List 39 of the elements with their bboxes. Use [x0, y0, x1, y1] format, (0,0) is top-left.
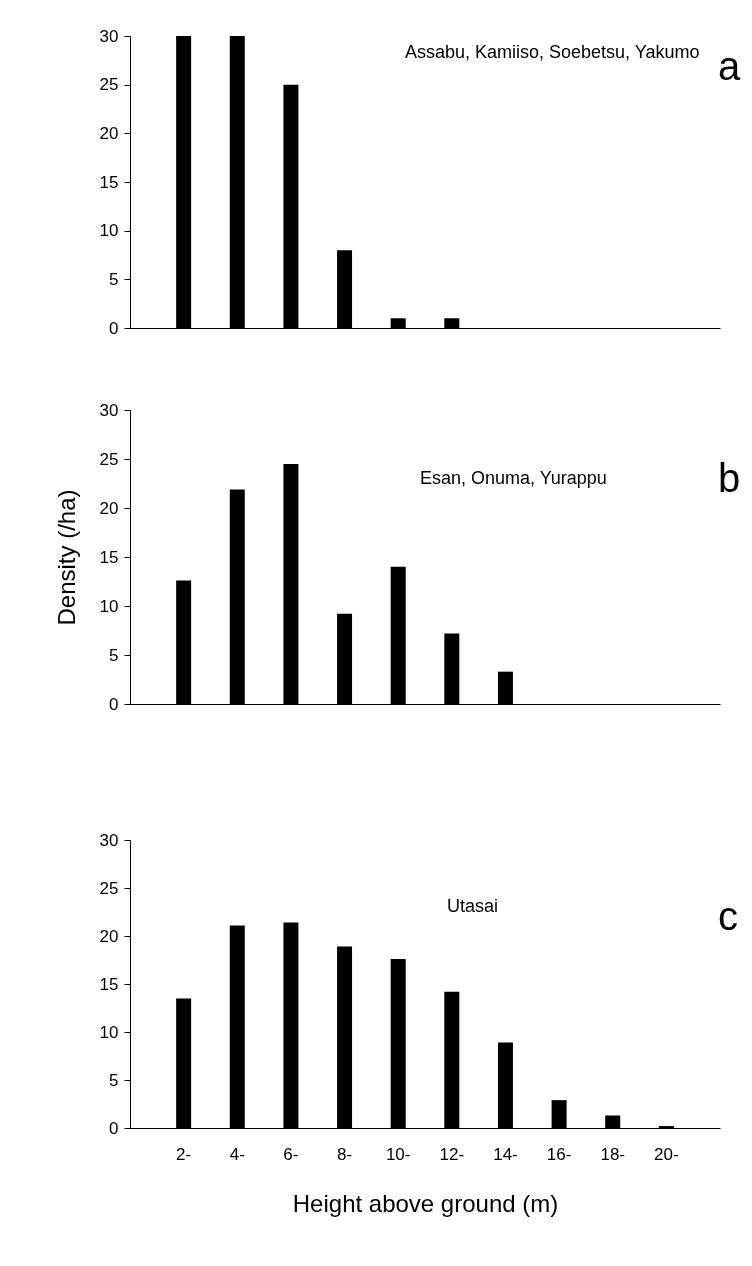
y-tick-label: 30 — [99, 830, 119, 850]
y-tick-label: 25 — [99, 449, 119, 469]
y-tick-label: 15 — [99, 547, 119, 567]
y-tick-label: 0 — [109, 318, 119, 338]
x-tick-label: 14- — [493, 1144, 518, 1164]
y-tick-label: 5 — [109, 1070, 119, 1090]
y-tick-label: 5 — [109, 269, 119, 289]
annotation: Assabu, Kamiiso, Soebetsu, Yakumo — [405, 42, 700, 62]
x-tick-label: 8- — [336, 1144, 353, 1164]
y-tick-label: 10 — [99, 221, 119, 241]
y-axis-title: Density (/ha) — [52, 489, 80, 626]
x-tick-label: 4- — [229, 1144, 245, 1164]
y-tick-label: 20 — [99, 498, 119, 518]
y-tick-label: 30 — [99, 26, 119, 46]
annotation: a — [718, 44, 741, 88]
annotation: b — [718, 456, 741, 500]
y-tick-label: 5 — [109, 645, 119, 665]
y-tick-label: 15 — [99, 974, 119, 994]
x-tick-label: 18- — [600, 1144, 626, 1164]
x-tick-label: 6- — [283, 1144, 299, 1164]
y-tick-label: 25 — [99, 878, 119, 898]
y-tick-label: 30 — [99, 400, 119, 420]
y-tick-label: 25 — [99, 75, 119, 95]
y-tick-label: 10 — [99, 1022, 119, 1042]
x-tick-label: 20- — [654, 1144, 679, 1164]
y-tick-label: 10 — [99, 596, 119, 616]
x-tick-label: 10- — [385, 1144, 411, 1164]
y-tick-label: 15 — [99, 172, 119, 192]
annotation: c — [718, 894, 738, 938]
x-tick-label: 12- — [439, 1144, 465, 1164]
x-tick-label: 16- — [546, 1144, 572, 1164]
y-tick-label: 0 — [109, 694, 119, 714]
annotation: Utasai — [447, 896, 499, 916]
annotation: Esan, Onuma, Yurappu — [420, 468, 607, 488]
y-tick-label: 0 — [109, 1118, 119, 1138]
x-tick-label: 2- — [176, 1144, 192, 1164]
y-tick-label: 20 — [99, 926, 119, 946]
x-axis-title: Height above ground (m) — [292, 1189, 559, 1217]
y-tick-label: 20 — [99, 123, 119, 143]
